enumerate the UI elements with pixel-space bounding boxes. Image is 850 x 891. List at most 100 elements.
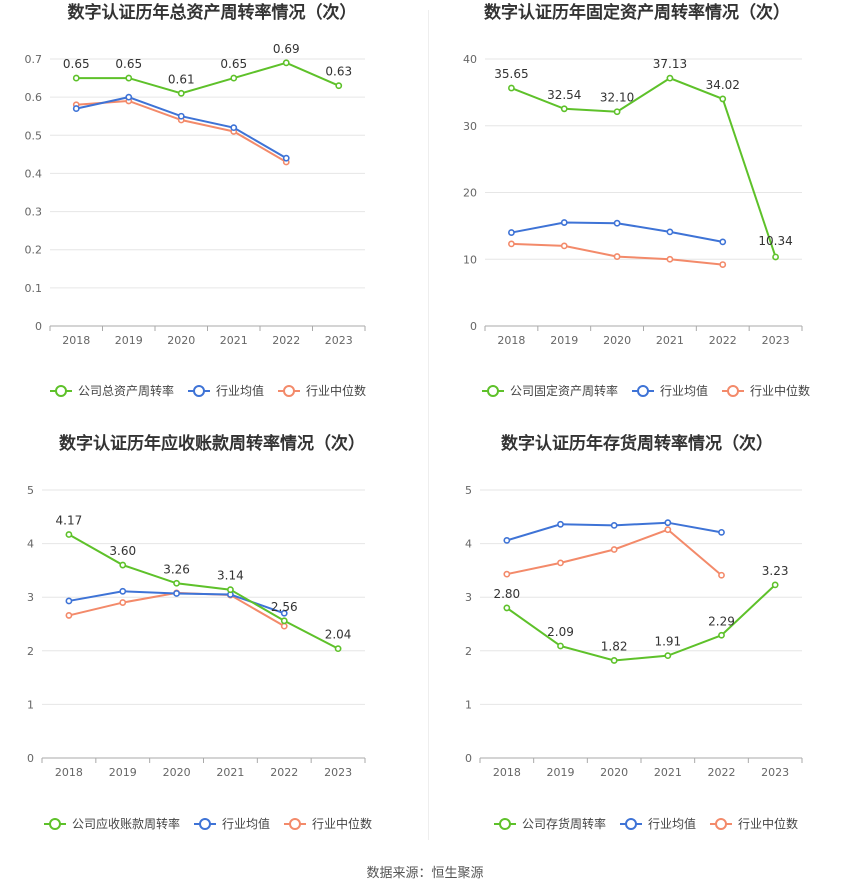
data-point-company[interactable] — [664, 652, 672, 660]
data-label: 0.65 — [63, 57, 90, 71]
data-point-avg[interactable] — [719, 238, 727, 246]
legend-item-median[interactable]: 行业中位数 — [722, 383, 810, 398]
data-point-avg[interactable] — [119, 587, 127, 595]
legend-label: 行业中位数 — [312, 816, 372, 831]
data-label: 1.91 — [654, 635, 681, 649]
data-point-company[interactable] — [771, 581, 779, 589]
data-point-company[interactable] — [173, 579, 180, 587]
data-point-median[interactable] — [610, 546, 618, 553]
data-point-avg[interactable] — [557, 520, 564, 528]
data-point-avg[interactable] — [177, 112, 185, 120]
data-point-median[interactable] — [280, 622, 288, 630]
data-point-company[interactable] — [282, 59, 290, 67]
legend-item-median[interactable]: 行业中位数 — [710, 816, 798, 831]
data-point-avg[interactable] — [125, 93, 133, 101]
legend-swatch-marker — [625, 818, 637, 830]
data-point-avg[interactable] — [282, 154, 290, 162]
series-line-company — [68, 533, 339, 650]
data-point-company[interactable] — [666, 74, 674, 82]
x-tick-label: 2021 — [656, 334, 684, 347]
data-point-company[interactable] — [613, 108, 621, 116]
y-tick-label: 3 — [465, 591, 472, 604]
data-point-avg[interactable] — [503, 536, 511, 544]
legend-item-avg[interactable]: 行业均值 — [194, 816, 270, 831]
data-point-median[interactable] — [718, 571, 725, 579]
legend-item-avg[interactable]: 行业均值 — [632, 383, 708, 398]
data-point-median[interactable] — [719, 261, 727, 268]
data-point-avg[interactable] — [72, 105, 80, 112]
data-point-avg[interactable] — [230, 124, 238, 132]
y-tick-label: 20 — [463, 187, 477, 200]
data-point-company[interactable] — [610, 657, 618, 664]
data-label: 0.63 — [325, 65, 352, 79]
data-point-median[interactable] — [666, 255, 674, 263]
y-tick-label: 0.5 — [25, 129, 43, 142]
legend-swatch-marker — [637, 385, 649, 397]
data-point-company[interactable] — [560, 105, 568, 113]
data-point-avg[interactable] — [560, 219, 568, 226]
data-label: 34.02 — [706, 78, 740, 92]
legend-item-company[interactable]: 公司应收账款周转率 — [44, 816, 180, 831]
legend-item-median[interactable]: 行业中位数 — [278, 383, 366, 398]
legend-swatch-marker — [283, 385, 295, 397]
data-point-avg[interactable] — [65, 597, 73, 605]
data-point-median[interactable] — [65, 612, 73, 619]
data-label: 4.17 — [56, 513, 83, 527]
data-label: 32.54 — [547, 88, 581, 102]
x-tick-label: 2021 — [220, 334, 248, 347]
y-tick-label: 1 — [27, 698, 34, 711]
chart-fixed-asset-turnover: 数字认证历年固定资产周转率情况（次） 0 10 20 30 40 2018 2019 2020 2… — [425, 0, 850, 430]
series-line-median — [68, 591, 285, 628]
chart-title: 数字认证历年存货周转率情况（次） — [501, 433, 773, 454]
data-point-avg[interactable] — [664, 519, 672, 527]
data-point-company[interactable] — [177, 89, 185, 97]
y-tick-label: 4 — [27, 538, 34, 551]
legend-label: 行业中位数 — [738, 816, 798, 831]
panel-divider — [428, 10, 429, 840]
y-tick-label: 5 — [465, 484, 472, 497]
data-point-company[interactable] — [227, 586, 234, 594]
data-point-median[interactable] — [503, 570, 511, 578]
data-point-median[interactable] — [613, 253, 621, 260]
data-point-company[interactable] — [280, 617, 288, 625]
data-point-company[interactable] — [334, 645, 342, 653]
data-point-avg[interactable] — [718, 528, 725, 536]
data-point-median[interactable] — [119, 599, 127, 606]
data-point-company[interactable] — [772, 253, 779, 261]
data-point-avg[interactable] — [610, 521, 618, 529]
legend-item-company[interactable]: 公司固定资产周转率 — [482, 383, 618, 398]
data-point-company[interactable] — [72, 74, 80, 82]
data-point-median[interactable] — [508, 240, 515, 248]
data-point-company[interactable] — [508, 84, 515, 92]
legend-swatch-marker — [49, 818, 61, 830]
data-point-company[interactable] — [335, 82, 343, 90]
x-tick-label: 2020 — [600, 766, 628, 779]
data-point-avg[interactable] — [173, 590, 180, 597]
data-point-median[interactable] — [664, 526, 672, 534]
legend-item-median[interactable]: 行业中位数 — [284, 816, 372, 831]
legend-item-company[interactable]: 公司存货周转率 — [494, 816, 606, 831]
series-line-company — [506, 584, 776, 662]
data-point-median[interactable] — [560, 242, 568, 250]
data-point-avg[interactable] — [613, 219, 621, 227]
data-point-company[interactable] — [125, 74, 133, 82]
data-point-company[interactable] — [719, 95, 727, 103]
legend-swatch-marker — [289, 818, 301, 830]
legend-item-avg[interactable]: 行业均值 — [620, 816, 696, 831]
data-point-company[interactable] — [65, 531, 73, 538]
legend-item-company[interactable]: 公司总资产周转率 — [50, 383, 174, 398]
legend-item-avg[interactable]: 行业均值 — [188, 383, 264, 398]
x-tick-label: 2021 — [216, 766, 244, 779]
data-point-company[interactable] — [557, 642, 564, 650]
data-point-company[interactable] — [119, 561, 127, 569]
data-point-avg[interactable] — [280, 609, 288, 617]
data-point-company[interactable] — [230, 74, 238, 82]
data-point-avg[interactable] — [666, 228, 674, 236]
legend-label: 公司总资产周转率 — [78, 383, 174, 398]
legend-swatch-marker — [715, 818, 727, 830]
x-tick-label: 2022 — [272, 334, 300, 347]
data-point-median[interactable] — [557, 559, 564, 567]
data-point-avg[interactable] — [508, 229, 515, 236]
data-point-company[interactable] — [503, 604, 511, 612]
data-point-company[interactable] — [718, 631, 725, 639]
